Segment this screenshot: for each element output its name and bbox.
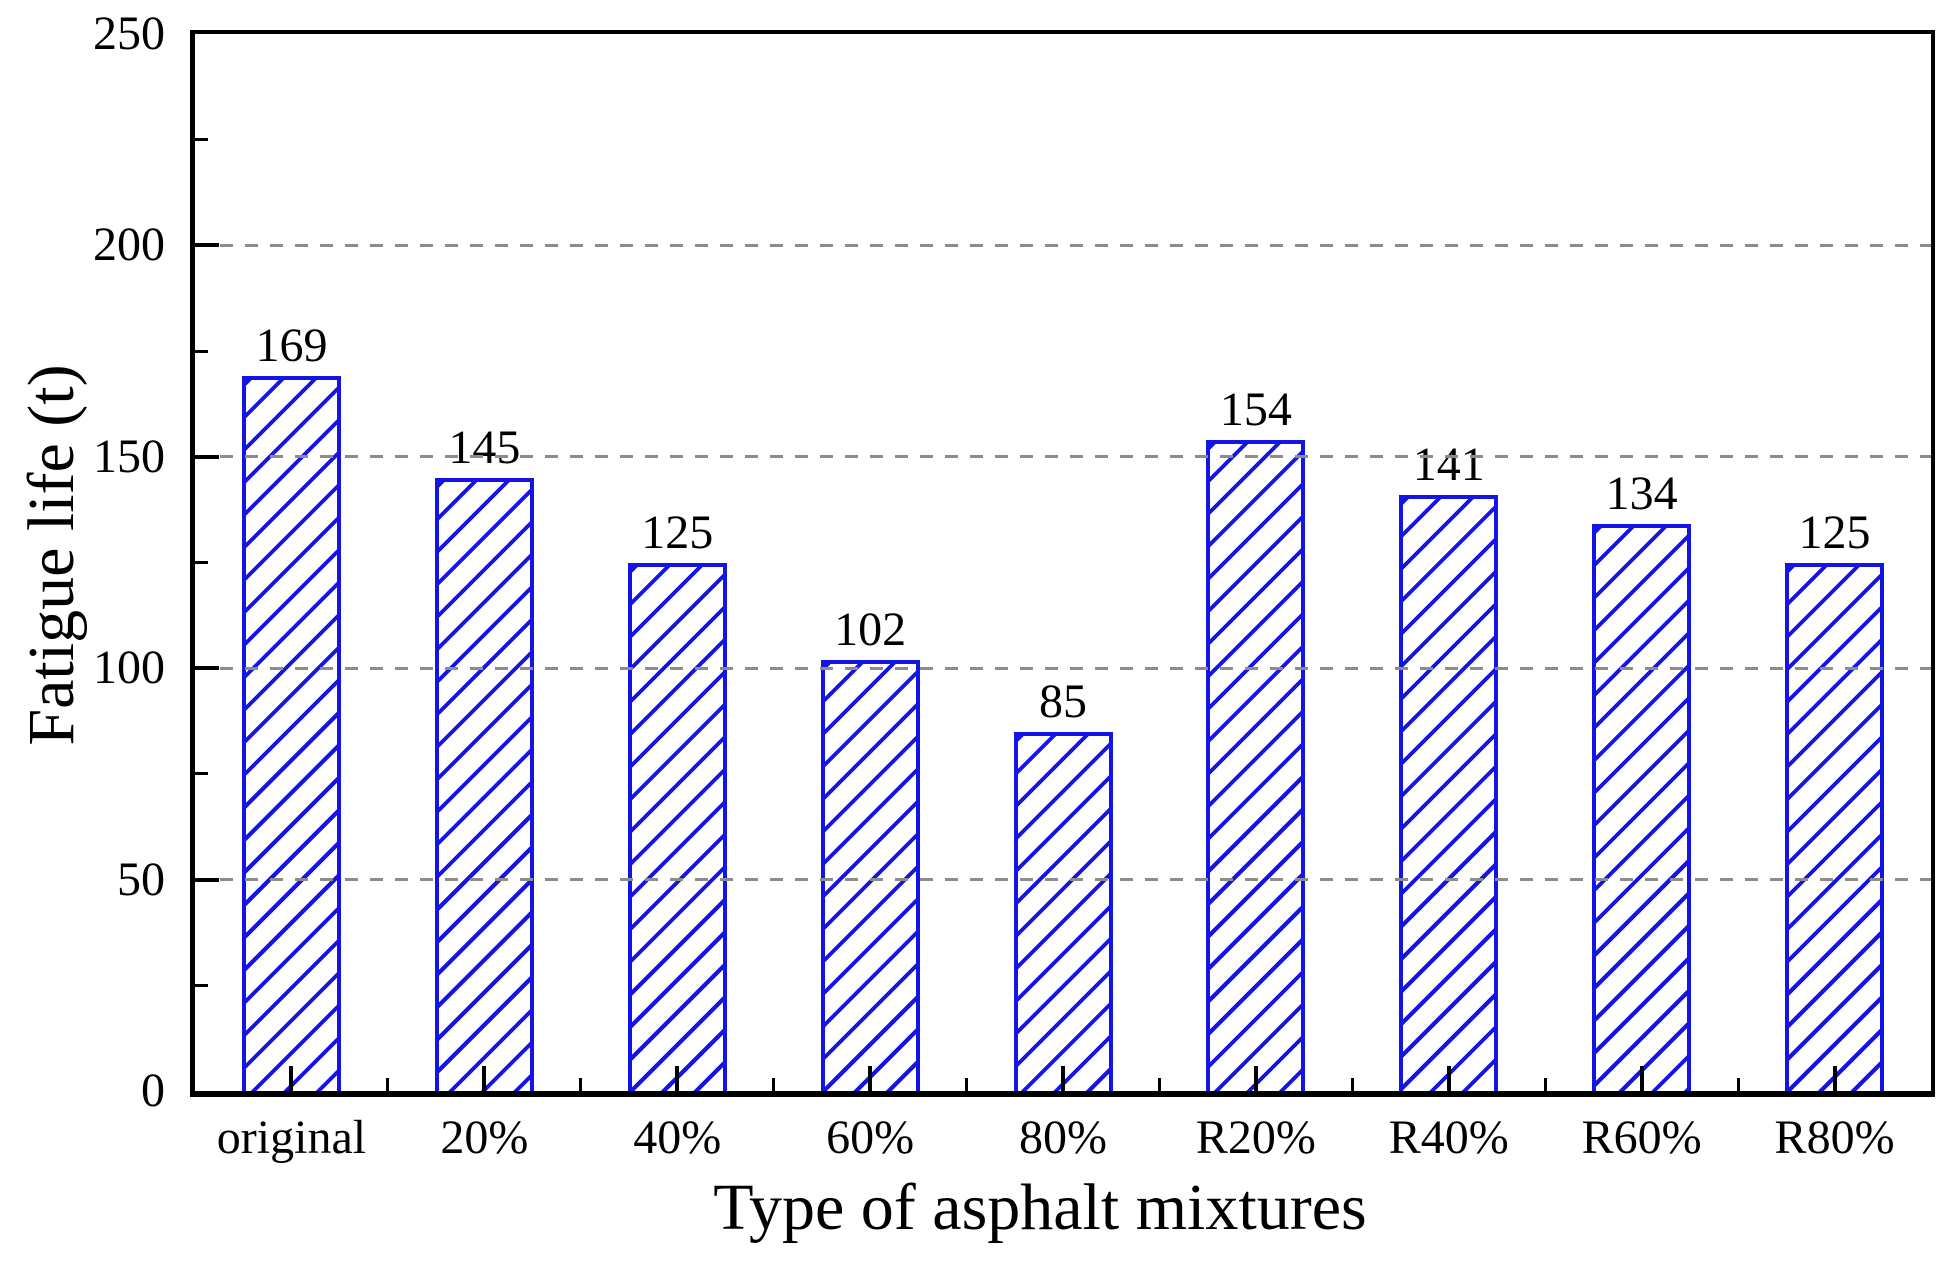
y-axis-tick-label: 0: [141, 1064, 165, 1117]
x-axis-major-tick: [1639, 1066, 1644, 1091]
bar-value-label: 125: [1798, 505, 1871, 559]
bar: 125: [627, 508, 727, 1091]
bar: 85: [1013, 677, 1113, 1091]
bar-value-label: 141: [1412, 437, 1485, 491]
bar: 154: [1206, 385, 1306, 1091]
x-axis-tick-label: 40%: [633, 1111, 722, 1164]
bar-value-label: 125: [641, 505, 714, 559]
x-axis-minor-tick: [1157, 1078, 1161, 1091]
x-axis-minor-tick: [1350, 1078, 1354, 1091]
x-axis-minor-tick: [579, 1078, 583, 1091]
bar: 102: [820, 605, 920, 1091]
x-axis-minor-tick: [1543, 1078, 1547, 1091]
bar: 145: [434, 423, 534, 1091]
x-axis-title: Type of asphalt mixtures: [713, 1171, 1367, 1244]
x-axis-major-tick: [1253, 1066, 1258, 1091]
x-axis-minor-tick: [1736, 1078, 1740, 1091]
bar-value-label: 169: [255, 319, 328, 373]
y-axis-minor-tick: [195, 772, 208, 776]
y-axis-minor-tick: [195, 561, 208, 564]
x-axis-tick-label: 20%: [440, 1111, 529, 1164]
bar-value-label: 154: [1219, 382, 1292, 436]
bar: 169: [241, 322, 341, 1091]
x-axis-tick-label: original: [216, 1111, 367, 1164]
x-axis-major-tick: [289, 1066, 294, 1091]
y-axis-major-tick: [195, 454, 219, 459]
gridline: [195, 243, 1931, 247]
y-axis-major-tick: [195, 666, 219, 671]
y-axis-minor-tick: [195, 138, 208, 142]
y-axis-major-tick: [195, 243, 219, 248]
y-axis-tick-label: 200: [93, 218, 165, 272]
y-axis-tick-label: 100: [93, 641, 165, 695]
gridline: [195, 878, 1931, 882]
x-axis-tick-label: R20%: [1195, 1111, 1316, 1164]
bar-value-label: 145: [448, 420, 521, 474]
y-axis-tick-label: 50: [117, 852, 165, 906]
gridline: [195, 455, 1931, 459]
bar: 134: [1592, 470, 1692, 1091]
gridline: [195, 666, 1931, 670]
x-axis-tick-label: 80%: [1019, 1111, 1107, 1164]
x-axis-major-tick: [1446, 1066, 1451, 1091]
bar-value-label: 85: [1039, 674, 1087, 728]
x-axis-major-tick: [1832, 1066, 1837, 1091]
x-axis-tick-label: 60%: [826, 1111, 915, 1164]
x-axis-tick-label: R40%: [1388, 1111, 1509, 1164]
x-axis-major-tick: [1061, 1066, 1065, 1091]
x-axis-minor-tick: [965, 1078, 969, 1091]
bar-value-label: 102: [834, 602, 907, 656]
plot-area: 169 145 125 102 85 154 141 134 125: [190, 30, 1935, 1097]
bar: 125: [1785, 508, 1885, 1091]
x-axis-minor-tick: [386, 1078, 390, 1091]
x-axis-tick-label: R60%: [1581, 1111, 1702, 1164]
x-axis-tick-label: R80%: [1774, 1111, 1895, 1164]
bar: 141: [1399, 440, 1499, 1091]
x-axis-major-tick: [868, 1066, 873, 1091]
y-axis-major-tick: [195, 877, 219, 882]
bar-value-label: 134: [1605, 467, 1678, 521]
y-axis-tick-label: 250: [93, 7, 165, 60]
y-axis-tick-label: 150: [93, 429, 165, 483]
y-axis-minor-tick: [195, 349, 208, 353]
x-axis-minor-tick: [772, 1078, 776, 1091]
x-axis-major-tick: [675, 1066, 680, 1091]
y-axis-minor-tick: [195, 983, 208, 987]
x-axis-major-tick: [482, 1066, 487, 1091]
